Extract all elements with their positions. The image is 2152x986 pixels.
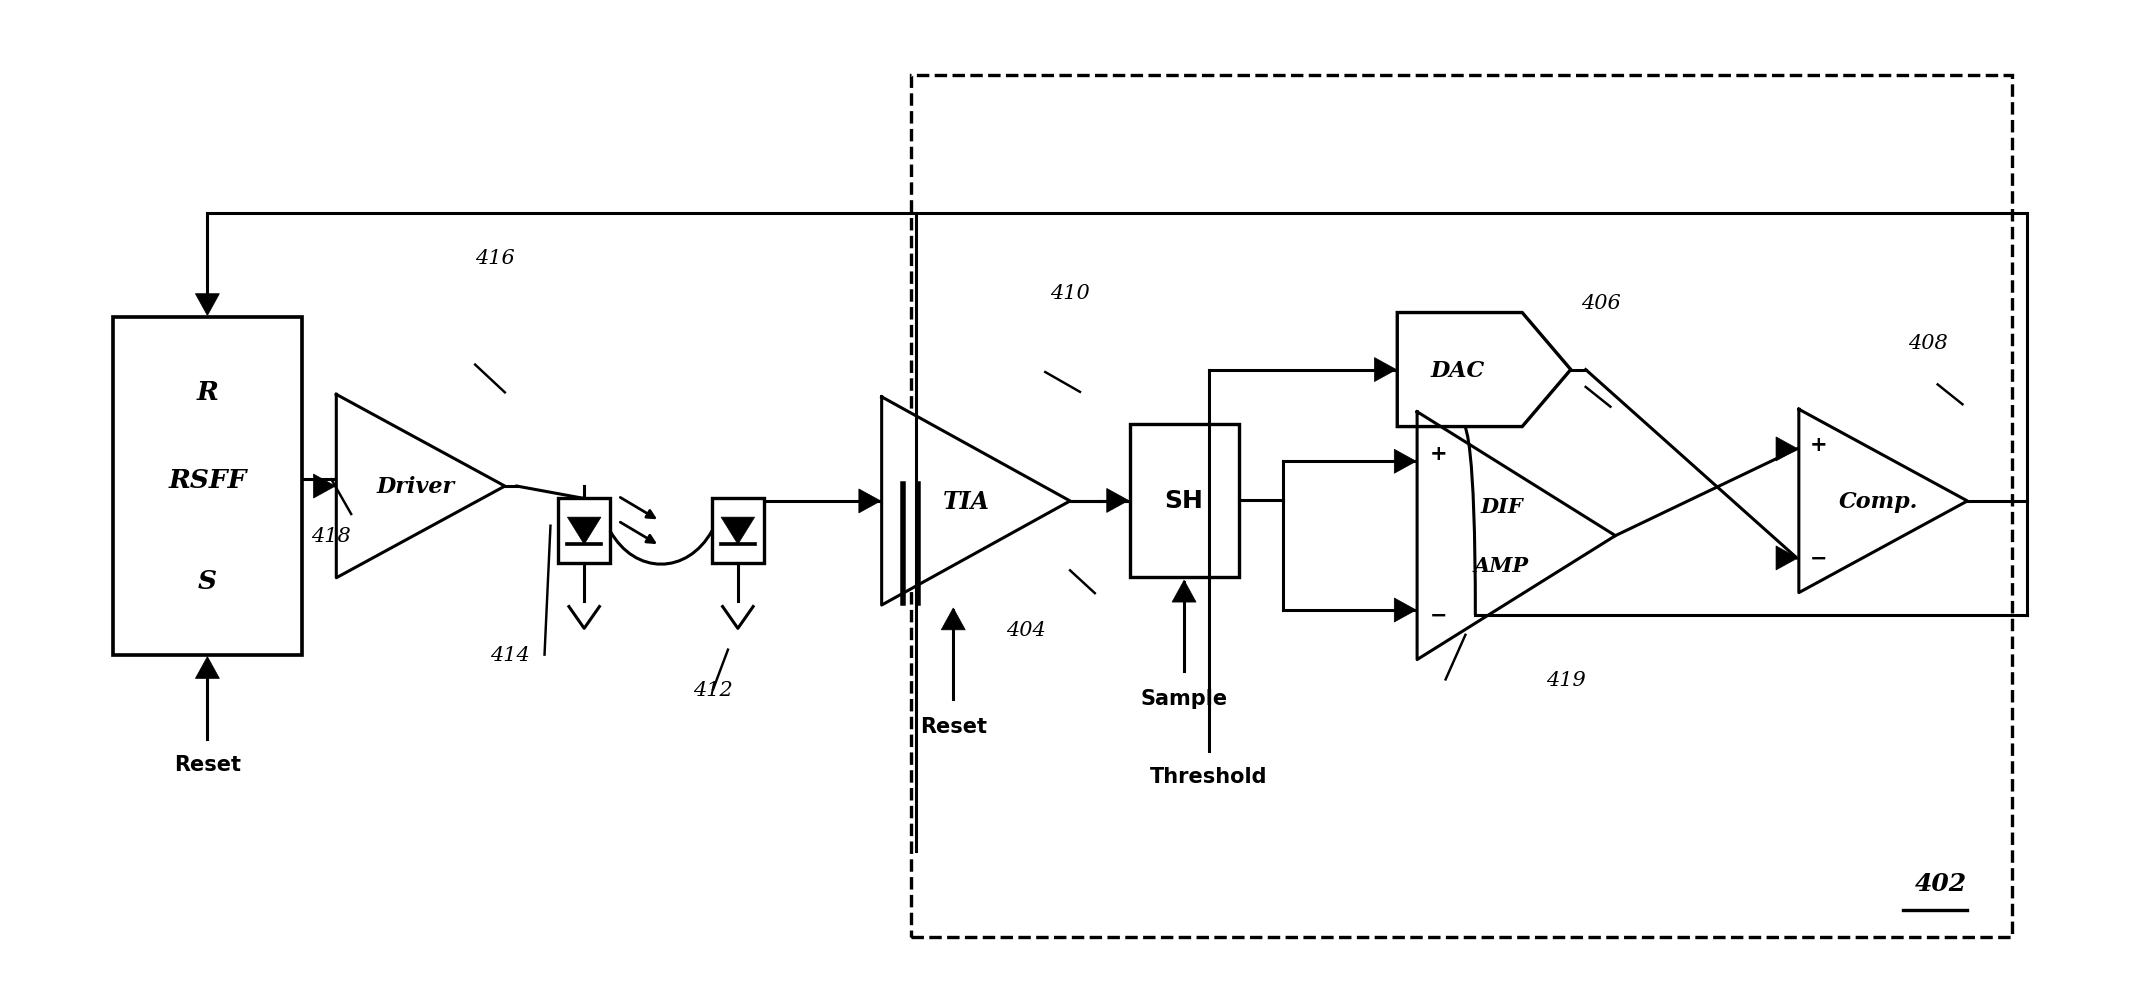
Polygon shape	[1394, 450, 1416, 474]
Polygon shape	[882, 397, 1070, 605]
Text: 419: 419	[1545, 670, 1586, 689]
Bar	[712, 499, 764, 563]
Polygon shape	[1799, 410, 1967, 593]
Polygon shape	[721, 518, 755, 544]
Text: RSFF: RSFF	[168, 467, 247, 492]
Text: Reset: Reset	[919, 717, 988, 737]
Polygon shape	[314, 474, 336, 499]
Text: SH: SH	[1164, 489, 1203, 513]
Text: AMP: AMP	[1474, 556, 1528, 576]
Text: 410: 410	[1050, 284, 1089, 303]
Bar	[1130, 424, 1240, 578]
Bar	[912, 76, 2012, 938]
Text: −: −	[1810, 548, 1827, 568]
Text: 408: 408	[1909, 333, 1948, 352]
Bar	[557, 499, 609, 563]
Polygon shape	[196, 657, 220, 678]
Text: TIA: TIA	[943, 489, 990, 514]
Polygon shape	[336, 395, 506, 578]
Text: −: −	[1431, 605, 1448, 625]
Text: DAC: DAC	[1431, 359, 1485, 382]
Text: 416: 416	[476, 249, 514, 268]
Text: 402: 402	[1915, 871, 1967, 894]
Text: 406: 406	[1582, 294, 1620, 313]
Text: Reset: Reset	[174, 754, 241, 774]
Polygon shape	[568, 518, 600, 544]
Text: Driver: Driver	[377, 475, 454, 498]
Polygon shape	[859, 489, 880, 514]
Text: 404: 404	[1005, 621, 1046, 640]
Text: Sample: Sample	[1141, 688, 1227, 709]
Polygon shape	[1106, 489, 1128, 513]
Text: +: +	[1810, 435, 1827, 455]
Text: 418: 418	[312, 527, 351, 545]
Polygon shape	[1173, 581, 1197, 602]
Polygon shape	[940, 608, 966, 630]
Text: 414: 414	[491, 646, 529, 665]
Polygon shape	[1375, 358, 1397, 383]
Text: S: S	[198, 568, 217, 594]
Text: DIF: DIF	[1481, 496, 1524, 517]
Polygon shape	[1418, 412, 1616, 660]
Polygon shape	[1397, 314, 1571, 427]
Text: R: R	[196, 380, 217, 404]
Polygon shape	[1775, 546, 1797, 570]
Polygon shape	[1394, 599, 1416, 622]
Bar	[114, 318, 301, 655]
Polygon shape	[1775, 438, 1797, 461]
Text: +: +	[1431, 444, 1448, 463]
Text: 412: 412	[693, 680, 734, 699]
Text: Threshold: Threshold	[1149, 766, 1268, 786]
Polygon shape	[196, 295, 220, 317]
Text: Comp.: Comp.	[1838, 490, 1917, 513]
